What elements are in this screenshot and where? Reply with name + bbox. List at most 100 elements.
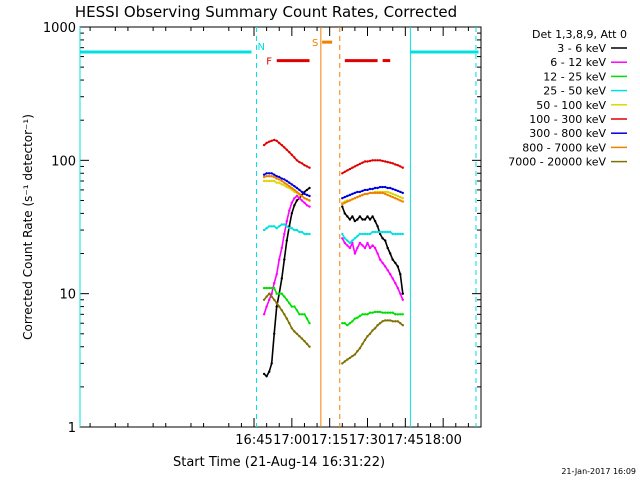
data-point (399, 273, 402, 276)
data-point (391, 232, 394, 236)
data-point (262, 313, 266, 316)
data-point (265, 172, 268, 175)
data-point (351, 354, 354, 358)
data-point (401, 166, 404, 169)
data-point (265, 141, 268, 145)
data-point (386, 186, 389, 190)
data-point (348, 199, 352, 202)
data-point (373, 327, 377, 330)
data-point (384, 265, 387, 268)
data-point (386, 269, 389, 272)
data-point (273, 286, 276, 290)
legend-label: 25 - 50 keV (543, 85, 606, 98)
data-point (343, 241, 346, 245)
data-point (298, 313, 301, 316)
data-point (391, 195, 394, 199)
data-point (348, 241, 352, 245)
data-point (373, 186, 377, 190)
data-point (295, 309, 299, 312)
data-point (353, 191, 357, 195)
data-point (341, 172, 344, 175)
data-point (389, 311, 392, 314)
data-point (386, 230, 389, 234)
data-point (275, 181, 278, 184)
data-point (303, 201, 306, 204)
data-point (280, 246, 283, 250)
series-line (341, 237, 404, 301)
data-point (283, 181, 286, 184)
data-point (343, 322, 346, 325)
y-axis-label: Corrected Count Rate (s⁻¹ detector⁻¹) (21, 114, 35, 340)
data-point (381, 311, 384, 314)
data-point (384, 190, 387, 194)
data-point (358, 232, 362, 236)
data-point (356, 164, 359, 167)
data-point (275, 177, 278, 180)
data-point (273, 332, 276, 335)
y-tick-label: 10 (59, 288, 76, 303)
data-point (295, 159, 299, 162)
data-point (262, 173, 266, 176)
data-point (283, 313, 286, 316)
footer-timestamp: 21-Jan-2017 16:09 (561, 467, 636, 476)
data-point (280, 223, 283, 226)
data-point (346, 239, 349, 242)
data-point (373, 310, 377, 314)
data-point (358, 241, 362, 245)
data-point (378, 230, 382, 234)
data-point (391, 187, 394, 191)
data-point (399, 322, 402, 325)
data-point (262, 143, 266, 147)
data-point (394, 313, 397, 316)
data-point (399, 165, 402, 168)
data-point (378, 185, 382, 189)
data-point (305, 204, 309, 207)
series-800-7000-keV (262, 175, 404, 206)
x-tick-label: 17:30 (349, 433, 386, 448)
data-point (285, 179, 288, 183)
data-point (270, 292, 273, 295)
data-point (295, 190, 299, 194)
data-point (394, 320, 397, 323)
data-point (300, 313, 304, 316)
data-point (363, 192, 367, 196)
data-point (300, 337, 304, 340)
data-point (293, 305, 296, 308)
data-point (265, 179, 268, 183)
data-point (270, 175, 273, 178)
data-point (298, 192, 301, 196)
data-point (295, 332, 299, 335)
data-point (351, 241, 354, 245)
data-point (283, 146, 286, 149)
data-point (341, 205, 344, 208)
data-point (353, 165, 357, 168)
data-point (268, 286, 271, 290)
data-point (371, 159, 374, 162)
data-point (270, 362, 273, 365)
data-point (288, 301, 291, 305)
data-point (399, 313, 402, 316)
data-point (298, 335, 301, 338)
data-point (288, 227, 291, 230)
data-point (378, 232, 382, 236)
data-point (268, 172, 271, 175)
data-point (308, 186, 311, 190)
data-point (293, 188, 296, 192)
data-point (373, 230, 377, 234)
data-point (305, 165, 309, 168)
data-point (308, 232, 311, 236)
data-point (341, 362, 344, 365)
data-point (273, 298, 276, 301)
data-point (401, 298, 404, 301)
data-point (295, 194, 299, 198)
data-point (343, 212, 346, 215)
data-point (361, 218, 364, 221)
data-point (378, 191, 382, 195)
data-point (290, 212, 293, 215)
data-point (273, 138, 276, 142)
data-point (346, 244, 349, 247)
data-point (401, 197, 404, 200)
data-point (262, 298, 266, 301)
data-point (268, 140, 271, 143)
data-point (396, 164, 399, 167)
